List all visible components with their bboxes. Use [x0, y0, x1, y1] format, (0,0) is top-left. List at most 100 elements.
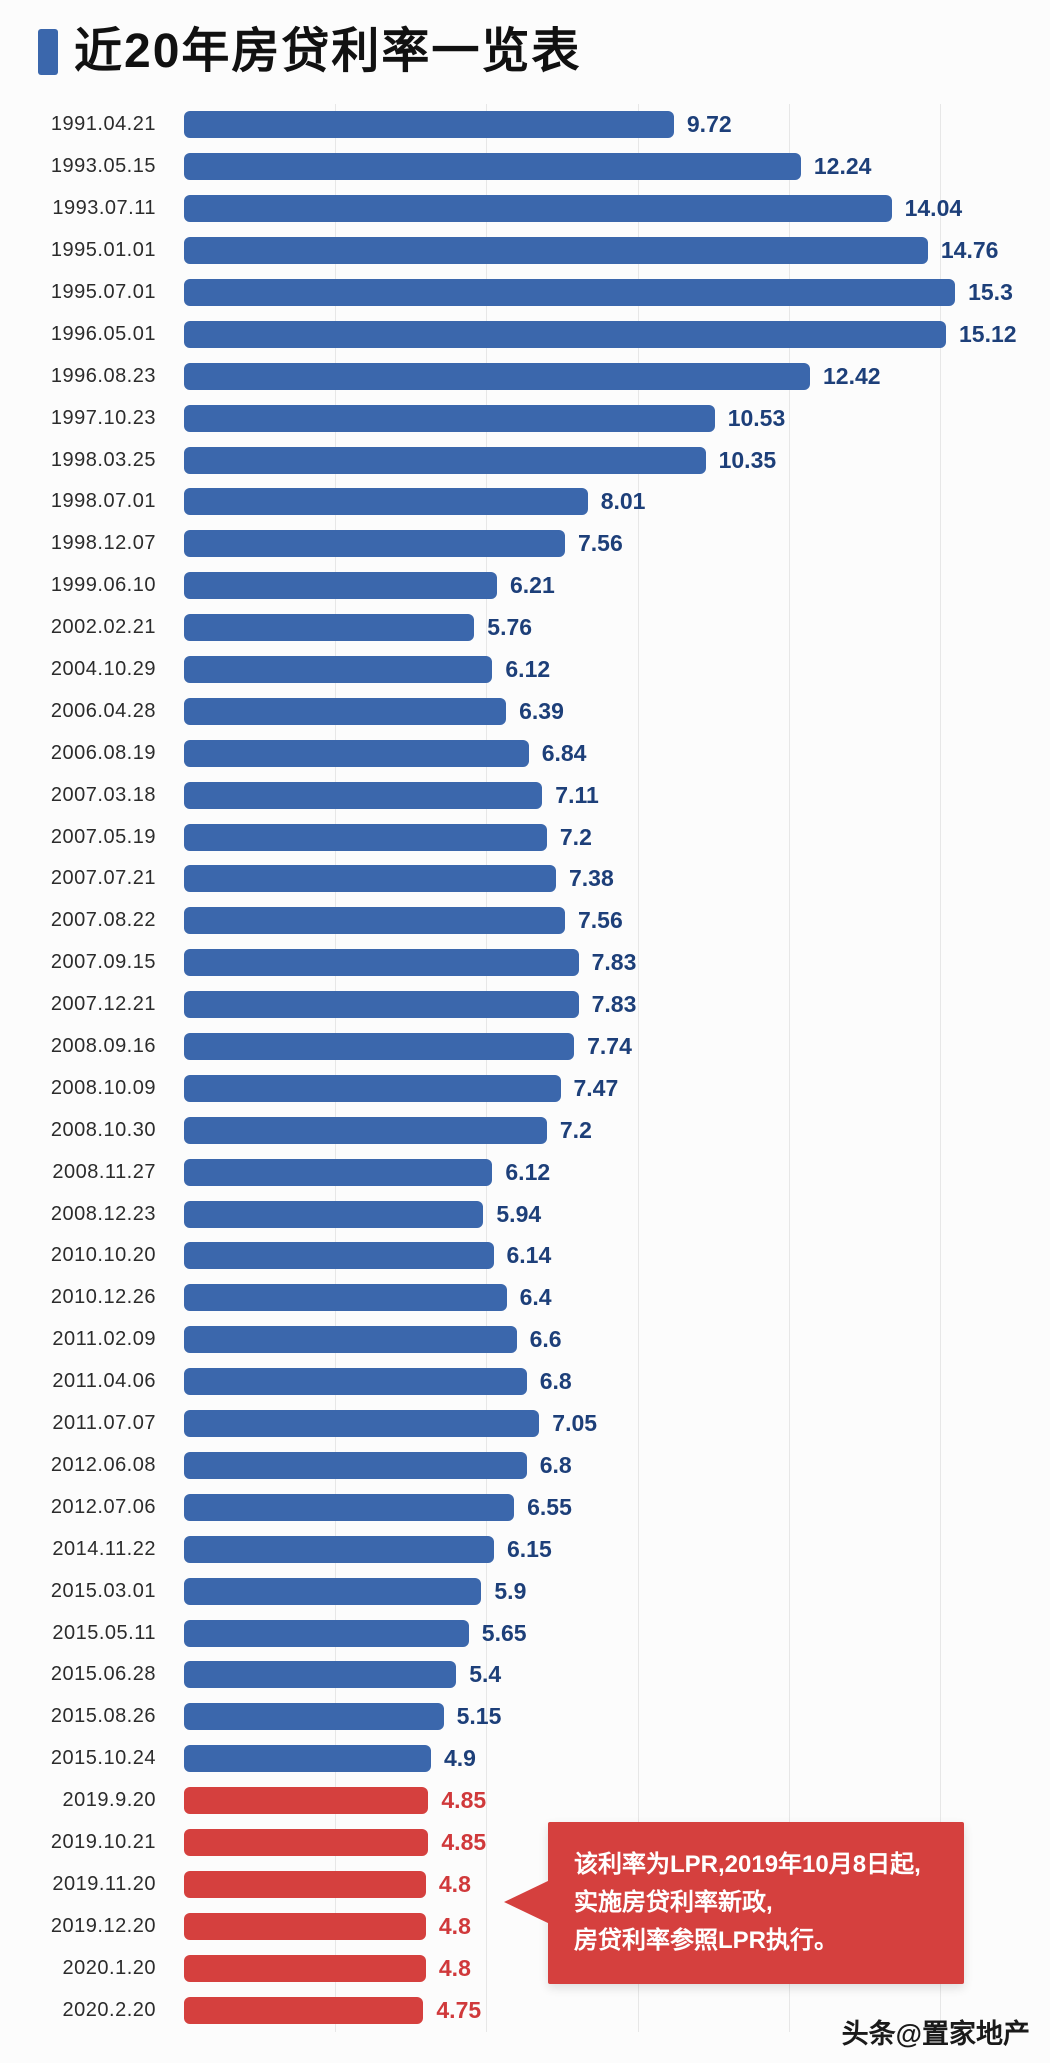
chart-row: 1991.04.21 9.72 — [0, 104, 1050, 146]
rate-bar — [184, 446, 706, 474]
date-label: 2011.02.09 — [52, 1328, 156, 1351]
date-label: 2012.06.08 — [50, 1453, 156, 1476]
bar-area: 4.8 — [184, 1870, 471, 1898]
date-label: 2012.07.06 — [50, 1495, 156, 1518]
bar-area: 5.94 — [184, 1200, 542, 1228]
value-label: 5.4 — [469, 1661, 502, 1688]
value-label: 15.12 — [959, 320, 1017, 347]
value-label: 4.8 — [438, 1870, 471, 1897]
date-label: 1995.01.01 — [50, 239, 156, 262]
value-label: 7.83 — [591, 949, 637, 976]
rate-bar — [184, 1326, 517, 1354]
chart-row: 2011.04.06 6.8 — [0, 1361, 1050, 1403]
chart-row: 1993.05.15 12.24 — [0, 146, 1050, 188]
chart-row: 2002.02.21 5.76 — [0, 607, 1050, 649]
bar-area: 7.83 — [184, 991, 636, 1019]
rate-bar — [184, 949, 579, 977]
value-label: 5.94 — [496, 1200, 542, 1227]
date-label: 2019.9.20 — [62, 1789, 156, 1812]
rate-bar — [184, 195, 892, 223]
bar-area: 10.53 — [184, 404, 785, 432]
value-label: 4.85 — [441, 1787, 487, 1814]
gridline — [335, 104, 337, 2032]
date-label: 2015.06.28 — [50, 1663, 156, 1686]
chart-row: 2011.07.07 7.05 — [0, 1403, 1050, 1445]
bar-area: 10.35 — [184, 446, 777, 474]
chart-row: 1995.01.01 14.76 — [0, 230, 1050, 272]
chart-row: 2015.10.24 4.9 — [0, 1738, 1050, 1780]
date-label: 2011.04.06 — [52, 1370, 156, 1393]
chart-row: 2008.09.16 7.74 — [0, 1026, 1050, 1068]
chart-row: 2010.10.20 6.14 — [0, 1235, 1050, 1277]
value-label: 10.35 — [718, 446, 777, 473]
rate-bar — [184, 991, 579, 1019]
value-label: 5.15 — [456, 1703, 502, 1730]
value-label: 14.04 — [904, 195, 963, 222]
rate-bar — [184, 1828, 429, 1856]
chart-row: 2006.04.28 6.39 — [0, 690, 1050, 732]
date-label: 2007.05.19 — [50, 825, 156, 848]
rate-bar — [184, 614, 475, 642]
value-label: 6.8 — [539, 1451, 572, 1478]
rate-bar — [184, 279, 956, 306]
gridline — [940, 104, 941, 2032]
rate-bar — [184, 656, 493, 684]
value-label: 7.2 — [559, 823, 592, 850]
date-label: 2008.09.16 — [50, 1035, 156, 1058]
chart-row: 1998.03.25 10.35 — [0, 439, 1050, 481]
date-label: 2014.11.22 — [52, 1537, 156, 1560]
value-label: 6.4 — [519, 1284, 552, 1311]
rate-bar — [184, 697, 507, 725]
date-label: 2019.12.20 — [50, 1914, 156, 1937]
chart-row: 2014.11.22 6.15 — [0, 1528, 1050, 1570]
bar-area: 4.85 — [184, 1828, 487, 1856]
bar-area: 5.15 — [184, 1703, 502, 1731]
value-label: 5.65 — [481, 1619, 527, 1646]
bar-area: 7.56 — [184, 530, 623, 558]
bar-area: 6.8 — [184, 1368, 572, 1396]
chart-row: 1993.07.11 14.04 — [0, 188, 1050, 230]
chart-row: 2008.12.23 5.94 — [0, 1193, 1050, 1235]
rate-bar — [184, 1870, 426, 1898]
date-label: 2007.07.21 — [50, 867, 156, 890]
date-label: 2020.1.20 — [62, 1956, 156, 1979]
chart-row: 2008.10.09 7.47 — [0, 1067, 1050, 1109]
value-label: 4.75 — [436, 1996, 482, 2023]
date-label: 2015.03.01 — [50, 1579, 156, 1602]
chart-row: 2007.08.22 7.56 — [0, 900, 1050, 942]
bar-area: 12.42 — [184, 362, 881, 390]
value-label: 4.85 — [441, 1828, 487, 1855]
date-label: 2008.10.09 — [50, 1076, 156, 1099]
chart-row: 2012.06.08 6.8 — [0, 1445, 1050, 1487]
date-label: 1996.08.23 — [50, 364, 156, 387]
chart-row: 2007.12.21 7.83 — [0, 984, 1050, 1026]
rate-bar — [184, 1996, 424, 2024]
chart-row: 1996.08.23 12.42 — [0, 355, 1050, 397]
rate-bar — [184, 1410, 540, 1438]
date-label: 2019.10.21 — [50, 1830, 156, 1853]
gridline — [486, 104, 488, 2032]
date-label: 1996.05.01 — [50, 322, 156, 345]
value-label: 14.76 — [940, 237, 999, 264]
value-label: 4.9 — [444, 1745, 476, 1772]
date-label: 2015.08.26 — [50, 1705, 156, 1728]
bar-area: 5.76 — [184, 614, 532, 642]
chart-row: 1999.06.10 6.21 — [0, 565, 1050, 607]
value-label: 4.8 — [438, 1912, 471, 1939]
value-label: 7.47 — [573, 1074, 619, 1101]
value-label: 6.39 — [519, 697, 564, 724]
rate-bar — [184, 1033, 575, 1061]
date-label: 2006.08.19 — [50, 741, 156, 764]
date-label: 1999.06.10 — [50, 574, 156, 597]
bar-area: 4.85 — [184, 1787, 487, 1815]
rate-bar — [184, 1745, 431, 1773]
value-label: 6.21 — [510, 572, 555, 599]
rate-bar — [184, 1619, 469, 1647]
date-label: 2010.10.20 — [50, 1244, 156, 1267]
rate-bar — [184, 237, 928, 265]
bar-area: 15.12 — [184, 320, 1017, 348]
rate-bar — [184, 572, 497, 600]
bar-chart: 该利率为LPR,2019年10月8日起, 实施房贷利率新政, 房贷利率参照LPR… — [0, 104, 1050, 2032]
value-label: 6.15 — [507, 1535, 552, 1562]
chart-row: 2007.09.15 7.83 — [0, 942, 1050, 984]
